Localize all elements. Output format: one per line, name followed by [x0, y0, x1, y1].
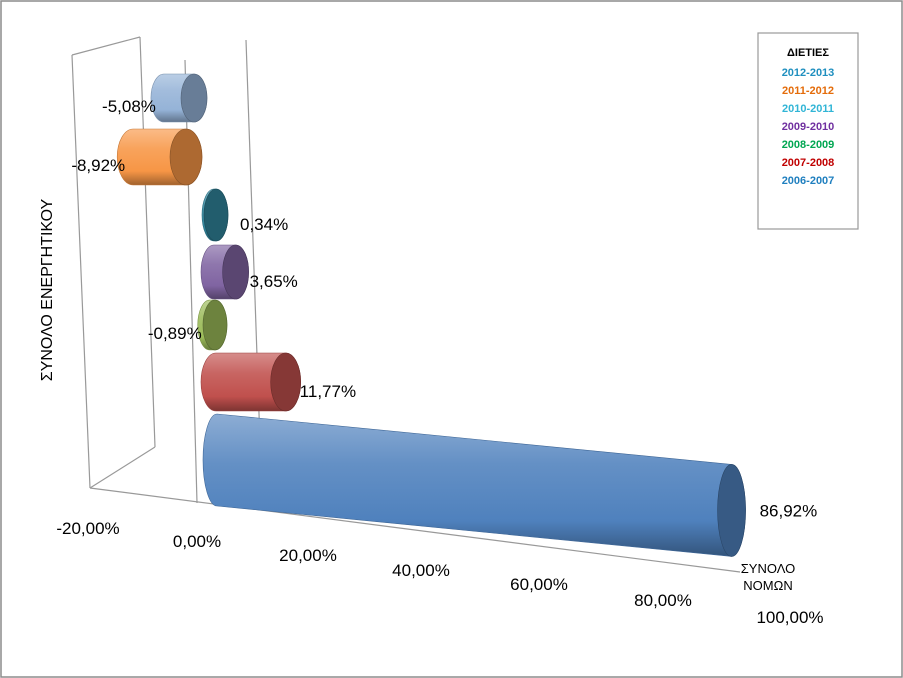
x-tick-60-00: 60,00%	[510, 575, 568, 594]
legend-box	[757, 32, 859, 230]
legend-entries: 2012-2013 2011-2012 2010-2011 2009-2010 2008…	[782, 67, 835, 187]
legend-title: ΔΙΕΤΙΕΣ	[787, 47, 829, 59]
x-tick-80-00: 80,00%	[634, 591, 692, 610]
bar-2007-2008	[200, 352, 301, 412]
legend-entry-2008-2009: 2008-2009	[782, 139, 835, 151]
legend-entry-2007-2008: 2007-2008	[782, 157, 835, 169]
bar-2008-2009	[197, 299, 228, 351]
left-wall-back-edge	[139, 36, 156, 448]
x-axis-title: ΣΥΝΟΛΟ ΝΟΜΩΝ	[741, 561, 796, 593]
legend-entry-2011-2012: 2011-2012	[782, 85, 834, 97]
bar-2011-2012	[116, 128, 203, 186]
legend-entry-2009-2010: 2009-2010	[782, 121, 835, 133]
zero-plane-front-edge	[184, 59, 198, 504]
bar-2006-2007	[202, 413, 746, 557]
x-tick-20-00: -20,00%	[56, 519, 119, 538]
data-label-2006-2007: 86,92%	[760, 501, 818, 520]
bar-2010-2011	[201, 188, 229, 242]
floor-left-edge	[89, 446, 156, 489]
x-tick-40-00: 40,00%	[392, 561, 450, 580]
floor-front-edge	[89, 487, 741, 573]
legend-entry-2010-2011: 2010-2011	[782, 103, 834, 115]
data-label-2012-2013: -5,08%	[102, 97, 156, 116]
bar-2009-2010	[200, 244, 249, 300]
bar-2012-2013	[150, 73, 208, 123]
legend: ΔΙΕΤΙΕΣ 2012-2013 2011-2012 2010-2011 2009-…	[757, 32, 859, 230]
data-labels: -5,08% -8,92% 0,34% 3,65% -0,89% 11,77% 86,92%	[71, 97, 817, 520]
x-tick-0-00: 0,00%	[173, 532, 221, 551]
bars-group	[116, 73, 746, 557]
data-label-2010-2011: 0,34%	[240, 215, 288, 234]
legend-entry-2012-2013: 2012-2013	[782, 67, 835, 79]
data-label-2011-2012: -8,92%	[71, 156, 125, 175]
left-wall-front-edge	[71, 54, 91, 489]
data-label-2008-2009: -0,89%	[148, 324, 202, 343]
y-axis-title: ΣΥΝΟΛΟ ΕΝΕΡΓΗΤΙΚΟΥ	[39, 198, 56, 381]
data-label-2009-2010: 3,65%	[250, 272, 298, 291]
x-tick-labels: -20,00% 0,00% 20,00% 40,00% 60,00% 80,00% 100,…	[56, 519, 823, 627]
data-label-2007-2008: 11,77%	[300, 382, 356, 401]
x-tick-20-00: 20,00%	[279, 546, 337, 565]
left-wall-top-edge	[71, 36, 141, 56]
x-tick-100-00: 100,00%	[756, 608, 823, 627]
legend-entry-2006-2007: 2006-2007	[782, 175, 835, 187]
